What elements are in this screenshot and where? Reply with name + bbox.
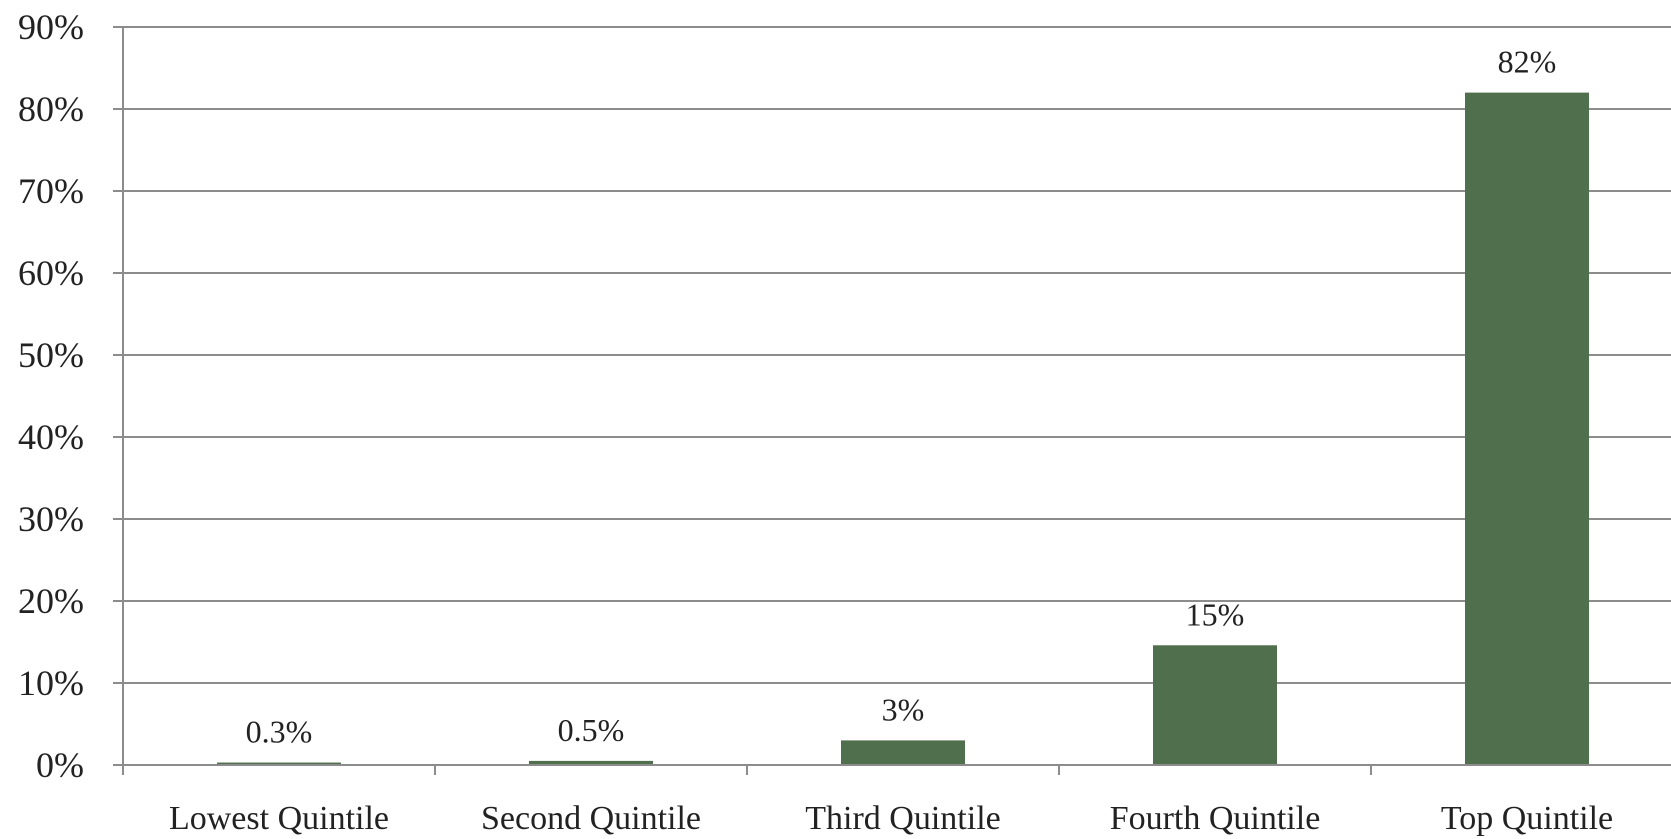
bar — [217, 762, 341, 765]
x-category-label: Top Quintile — [1441, 800, 1613, 837]
y-tick-label: 40% — [18, 417, 84, 457]
bars — [217, 92, 1589, 766]
bar — [529, 760, 653, 765]
data-label: 0.5% — [558, 712, 625, 748]
bar — [841, 740, 965, 765]
x-category-label: Second Quintile — [481, 800, 701, 837]
data-label: 15% — [1186, 596, 1245, 632]
y-tick-label: 80% — [18, 89, 84, 129]
y-tick-label: 20% — [18, 581, 84, 621]
x-category-label: Third Quintile — [805, 800, 1000, 837]
y-tick-label: 0% — [36, 745, 84, 785]
x-category-label: Fourth Quintile — [1110, 800, 1321, 837]
y-tick-label: 10% — [18, 663, 84, 703]
x-category-label: Lowest Quintile — [169, 800, 389, 837]
y-tick-label: 30% — [18, 499, 84, 539]
data-label: 82% — [1498, 44, 1557, 80]
bar — [1153, 645, 1277, 765]
data-label: 3% — [882, 691, 925, 727]
x-axis-category-labels: Lowest Quintile Second Quintile Third Quin… — [169, 800, 1613, 837]
y-tick-label: 70% — [18, 171, 84, 211]
y-tick-label: 90% — [18, 7, 84, 47]
y-tick-label: 50% — [18, 335, 84, 375]
data-labels: 0.3% 0.5% 3% 15% 82% — [246, 44, 1557, 750]
data-label: 0.3% — [246, 714, 313, 750]
bar — [1465, 92, 1589, 766]
gridlines — [123, 26, 1671, 684]
y-tick-label: 60% — [18, 253, 84, 293]
y-axis-tick-labels: 0% 10% 20% 30% 40% 50% 60% 70% 80% 90% — [18, 7, 123, 785]
x-axis — [122, 27, 1671, 775]
